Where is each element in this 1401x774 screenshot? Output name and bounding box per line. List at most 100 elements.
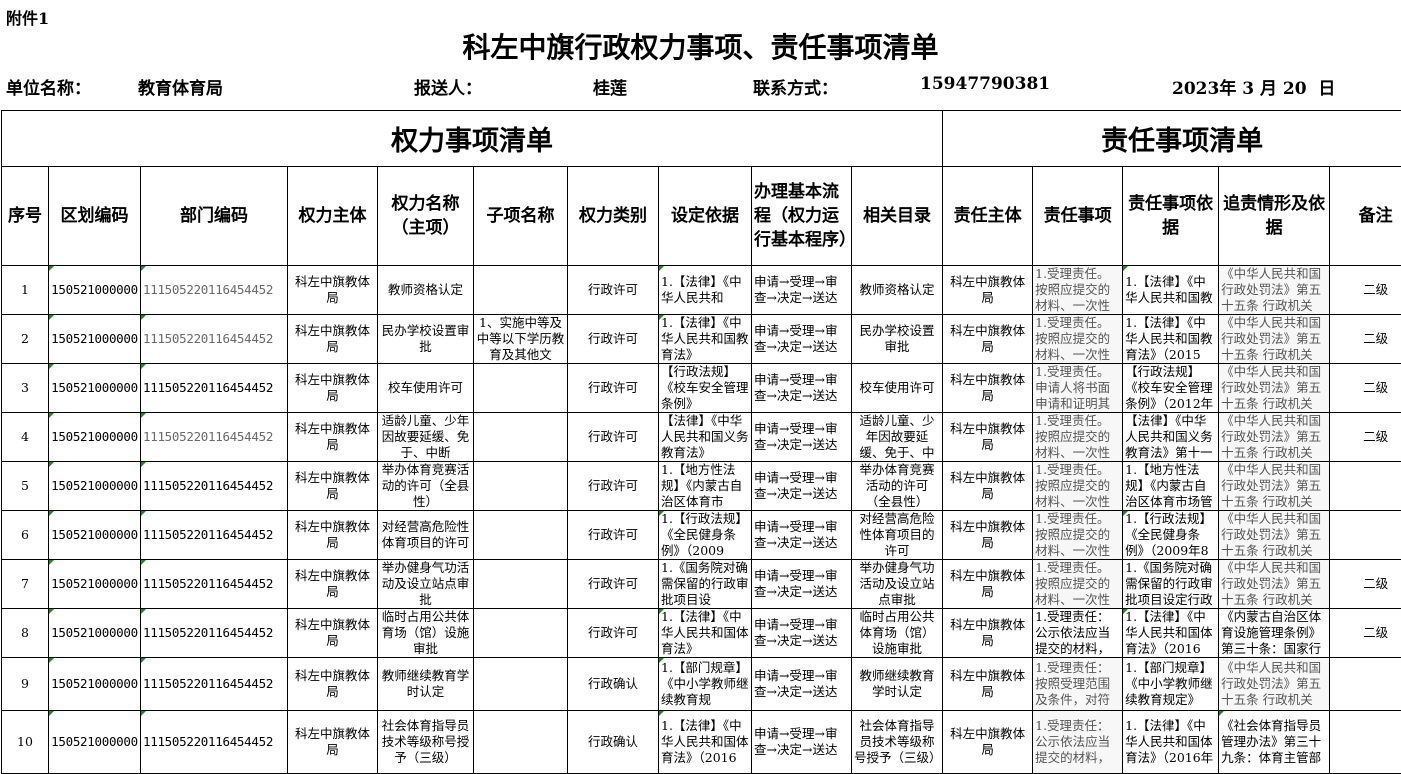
cell-no[interactable]: 7 [2,560,49,609]
cell-basis[interactable]: 1.【部门规章】《中小学教师继续教育规 [659,658,752,711]
cell-flow[interactable]: 申请→受理→审查→决定→送达 [752,462,852,511]
cell-dept[interactable]: 111505220116454452 [141,315,288,364]
cell-resp-subject[interactable]: 科左中旗教体局 [943,560,1033,609]
cell-sub[interactable] [474,609,568,658]
cell-basis[interactable]: 1.【地方性法规】《内蒙古自治区体育市 [659,462,752,511]
cell-flow[interactable]: 申请→受理→审查→决定→送达 [752,609,852,658]
cell-region[interactable]: 150521000000 [49,462,141,511]
cell-type[interactable]: 行政确认 [568,658,659,711]
cell-catalog[interactable]: 社会体育指导员技术等级称号授予（三级） [852,711,943,774]
cell-sub[interactable] [474,711,568,774]
cell-resp-subject[interactable]: 科左中旗教体局 [943,511,1033,560]
cell-duty[interactable]: 1.受理责任。按照应提交的材料、一次性 [1033,413,1123,462]
cell-duty-basis[interactable]: 1.【法律】《中华人民共和国体育法》（2016 [1123,609,1219,658]
cell-catalog[interactable]: 举办体育竞赛活动的许可（全县性） [852,462,943,511]
cell-resp-subject[interactable]: 科左中旗教体局 [943,364,1033,413]
cell-sub[interactable] [474,462,568,511]
cell-catalog[interactable]: 适龄儿童、少年因故要延缓、免于、中断 [852,413,943,462]
cell-name[interactable]: 教师资格认定 [378,266,474,315]
cell-note[interactable]: 二级 [1330,266,1401,315]
cell-no[interactable]: 9 [2,658,49,711]
cell-name[interactable]: 举办健身气功活动及设立站点审批 [378,560,474,609]
cell-resp-subject[interactable]: 科左中旗教体局 [943,609,1033,658]
cell-duty[interactable]: 1.受理责任。按照应提交的材料、一次性 [1033,462,1123,511]
cell-region[interactable]: 150521000000 [49,711,141,774]
cell-resp-subject[interactable]: 科左中旗教体局 [943,711,1033,774]
cell-name[interactable]: 校车使用许可 [378,364,474,413]
cell-type[interactable]: 行政许可 [568,462,659,511]
cell-type[interactable]: 行政许可 [568,315,659,364]
cell-resp-subject[interactable]: 科左中旗教体局 [943,266,1033,315]
cell-flow[interactable]: 申请→受理→审查→决定→送达 [752,560,852,609]
cell-type[interactable]: 行政许可 [568,364,659,413]
cell-name[interactable]: 举办体育竞赛活动的许可（全县性） [378,462,474,511]
cell-region[interactable]: 150521000000 [49,658,141,711]
cell-region[interactable]: 150521000000 [49,315,141,364]
cell-note[interactable]: 二级 [1330,315,1401,364]
cell-accountability[interactable]: 《中华人民共和国行政处罚法》第五十五条 行政机关 [1219,266,1330,315]
cell-no[interactable]: 6 [2,511,49,560]
cell-duty-basis[interactable]: 1.【地方性法规】《内蒙古自治区体育市场管理 [1123,462,1219,511]
cell-duty[interactable]: 1.受理责任。按照应提交的材料、一次性 [1033,315,1123,364]
cell-basis[interactable]: 1.【法律】《中华人民共和国体育法》（2016年修正 [659,711,752,774]
cell-basis[interactable]: 1.【行政法规】《全民健身条例》（2009 [659,511,752,560]
cell-type[interactable]: 行政许可 [568,560,659,609]
cell-region[interactable]: 150521000000 [49,511,141,560]
cell-duty-basis[interactable]: 1.【法律】《中华人民共和国教 [1123,266,1219,315]
cell-resp-subject[interactable]: 科左中旗教体局 [943,462,1033,511]
cell-basis[interactable]: 1.《国务院对确需保留的行政审批项目设 [659,560,752,609]
cell-subject[interactable]: 科左中旗教体局 [288,560,378,609]
cell-region[interactable]: 150521000000 [49,560,141,609]
cell-flow[interactable]: 申请→受理→审查→决定→送达 [752,266,852,315]
cell-duty-basis[interactable]: 1.《国务院对确需保留的行政审批项目设定行政 [1123,560,1219,609]
cell-subject[interactable]: 科左中旗教体局 [288,711,378,774]
cell-region[interactable]: 150521000000 [49,609,141,658]
cell-duty[interactable]: 1.受理责任：按照受理范围及条件，对符 [1033,658,1123,711]
cell-dept[interactable]: 111505220116454452 [141,266,288,315]
cell-dept[interactable]: 111505220116454452 [141,711,288,774]
cell-duty-basis[interactable]: 1.【法律】《中华人民共和国教育法》（2015 [1123,315,1219,364]
cell-dept[interactable]: 111505220116454452 [141,609,288,658]
cell-sub[interactable]: 1、实施中等及中等以下学历教育及其他文 [474,315,568,364]
cell-subject[interactable]: 科左中旗教体局 [288,511,378,560]
cell-catalog[interactable]: 教师继续教育学时认定 [852,658,943,711]
cell-flow[interactable]: 申请→受理→审查→决定→送达 [752,711,852,774]
cell-duty-basis[interactable]: 【法律】《中华人民共和国义务教育法》第十一 [1123,413,1219,462]
cell-catalog[interactable]: 校车使用许可 [852,364,943,413]
cell-no[interactable]: 4 [2,413,49,462]
cell-no[interactable]: 8 [2,609,49,658]
cell-flow[interactable]: 申请→受理→审查→决定→送达 [752,511,852,560]
cell-note[interactable]: 二级 [1330,364,1401,413]
cell-region[interactable]: 150521000000 [49,364,141,413]
cell-dept[interactable]: 111505220116454452 [141,364,288,413]
cell-basis[interactable]: 【法律】《中华人民共和国义务教育法》 [659,413,752,462]
cell-dept[interactable]: 111505220116454452 [141,658,288,711]
cell-name[interactable]: 社会体育指导员技术等级称号授予（三级） [378,711,474,774]
cell-catalog[interactable]: 举办健身气功活动及设立站点审批 [852,560,943,609]
cell-note[interactable] [1330,511,1401,560]
cell-dept[interactable]: 111505220116454452 [141,511,288,560]
cell-name[interactable]: 临时占用公共体育场（馆）设施审批 [378,609,474,658]
cell-catalog[interactable]: 对经营高危险性体育项目的许可 [852,511,943,560]
cell-note[interactable]: 二级 [1330,413,1401,462]
cell-duty-basis[interactable]: 1.【法律】《中华人民共和国体育法》（2016年修正 [1123,711,1219,774]
cell-catalog[interactable]: 民办学校设置审批 [852,315,943,364]
cell-name[interactable]: 对经营高危险性体育项目的许可 [378,511,474,560]
cell-accountability[interactable]: 《中华人民共和国行政处罚法》第五十五条 行政机关 [1219,658,1330,711]
cell-catalog[interactable]: 临时占用公共体育场（馆）设施审批 [852,609,943,658]
cell-name[interactable]: 教师继续教育学时认定 [378,658,474,711]
cell-duty[interactable]: 1.受理责任。按照应提交的材料、一次性 [1033,560,1123,609]
cell-note[interactable]: 二级 [1330,560,1401,609]
cell-name[interactable]: 民办学校设置审批 [378,315,474,364]
cell-subject[interactable]: 科左中旗教体局 [288,462,378,511]
cell-duty-basis[interactable]: 【行政法规】《校车安全管理条例》（2012年3 [1123,364,1219,413]
cell-note[interactable]: 二级 [1330,609,1401,658]
cell-accountability[interactable]: 《中华人民共和国行政处罚法》第五十五条 行政机关 [1219,462,1330,511]
cell-note[interactable] [1330,462,1401,511]
cell-accountability[interactable]: 《中华人民共和国行政处罚法》第五十五条 行政机关 [1219,364,1330,413]
cell-duty-basis[interactable]: 1.【行政法规】《全民健身条例》（2009年8月 [1123,511,1219,560]
cell-flow[interactable]: 申请→受理→审查→决定→送达 [752,413,852,462]
cell-note[interactable] [1330,711,1401,774]
cell-type[interactable]: 行政许可 [568,609,659,658]
cell-basis[interactable]: 1.【法律】《中华人民共和国教育法》 [659,315,752,364]
